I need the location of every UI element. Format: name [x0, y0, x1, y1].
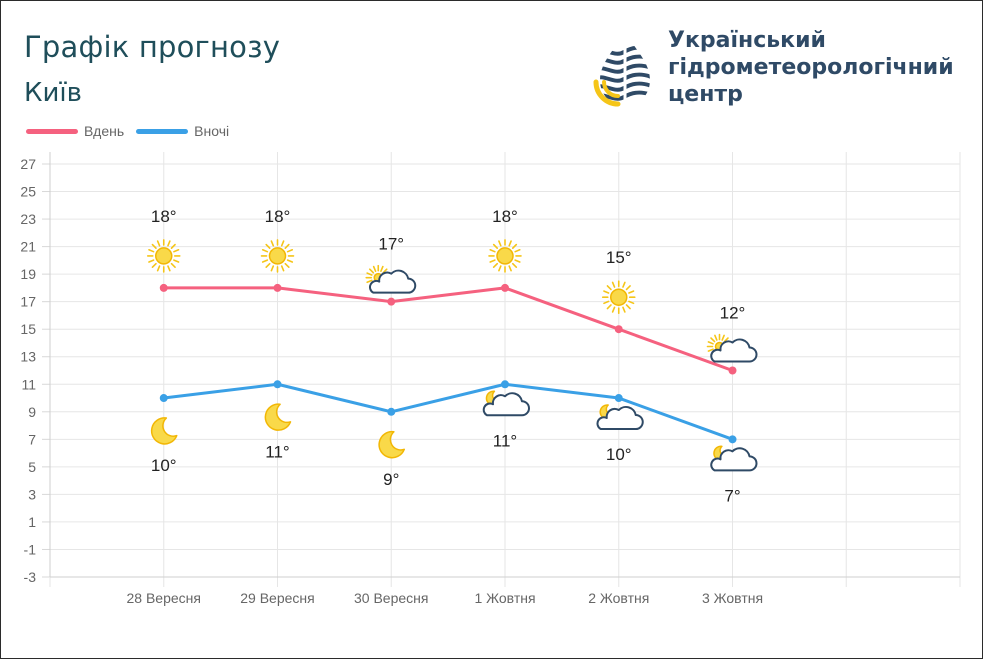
x-tick-label: 3 Жовтня	[702, 590, 763, 606]
org-name: Український гідрометеорологічний центр	[668, 27, 978, 108]
night-point[interactable]	[501, 380, 509, 389]
day-temp-label: 15°	[606, 248, 632, 267]
moon-cloud-icon	[710, 445, 758, 472]
x-tick-label: 2 Жовтня	[588, 590, 649, 606]
legend-swatch-day	[26, 128, 78, 134]
sun-icon	[488, 239, 522, 273]
x-tick-label: 30 Вересня	[354, 590, 428, 606]
y-tick-label: 13	[20, 349, 36, 365]
x-tick-label: 1 Жовтня	[474, 590, 535, 606]
legend-label-night: Вночі	[194, 123, 230, 139]
night-point[interactable]	[159, 394, 168, 403]
day-point[interactable]	[501, 283, 509, 292]
legend-item-night[interactable]: Вночі	[136, 123, 229, 139]
moon-cloud-icon	[596, 404, 644, 431]
org-name-line: Український	[668, 28, 826, 53]
x-tick-label: 29 Вересня	[240, 590, 314, 606]
y-tick-label: -1	[24, 541, 37, 557]
y-tick-label: 27	[20, 156, 36, 172]
day-point[interactable]	[273, 283, 282, 292]
y-tick-label: 21	[20, 239, 36, 255]
night-temp-label: 11°	[493, 431, 517, 450]
sun-icon	[146, 239, 181, 273]
day-temp-label: 18°	[151, 207, 177, 226]
y-tick-label: 17	[20, 294, 36, 310]
day-temp-label: 18°	[265, 207, 291, 226]
y-tick-label: 15	[20, 321, 36, 337]
day-point[interactable]	[728, 366, 737, 375]
sun-icon	[601, 280, 636, 315]
night-temp-label: 11°	[265, 442, 289, 461]
sun-icon	[260, 239, 295, 273]
org-name-line: центр	[668, 82, 743, 107]
y-tick-label: 9	[28, 404, 36, 420]
x-tick-label: 28 Вересня	[127, 590, 201, 606]
y-tick-label: 19	[20, 266, 36, 282]
chart-legend: Вдень Вночі	[26, 122, 241, 140]
city-name: Київ	[24, 78, 82, 108]
partly-cloudy-icon	[365, 264, 417, 294]
y-tick-label: 25	[20, 184, 36, 200]
night-temp-label: 9°	[383, 470, 399, 489]
y-tick-label: -3	[24, 569, 37, 585]
day-temp-label: 18°	[492, 207, 518, 226]
y-tick-label: 5	[28, 459, 36, 475]
day-temp-label: 17°	[378, 235, 404, 254]
night-point[interactable]	[387, 407, 396, 416]
night-temp-label: 7°	[724, 486, 740, 505]
legend-swatch-night	[136, 128, 189, 134]
moon-icon	[378, 430, 405, 459]
y-tick-label: 3	[28, 486, 36, 502]
moon-icon	[264, 403, 292, 431]
moon-icon	[150, 417, 178, 445]
night-point[interactable]	[728, 435, 737, 444]
page-title: Графік прогнозу	[24, 30, 281, 64]
y-tick-label: 1	[28, 514, 36, 530]
y-tick-label: 23	[20, 211, 36, 227]
day-temp-label: 12°	[720, 304, 746, 323]
day-series-line	[163, 286, 734, 372]
night-point[interactable]	[614, 394, 623, 403]
day-point[interactable]	[159, 283, 168, 292]
moon-cloud-icon	[482, 390, 530, 417]
night-point[interactable]	[273, 380, 282, 389]
y-tick-label: 11	[21, 376, 36, 392]
day-point[interactable]	[387, 297, 396, 306]
night-series-line	[163, 382, 734, 441]
night-temp-label: 10°	[151, 456, 177, 475]
legend-label-day: Вдень	[84, 123, 125, 139]
hydromet-logo-icon	[593, 32, 650, 107]
day-point[interactable]	[614, 325, 623, 334]
org-name-line: гідрометеорологічний	[668, 55, 954, 80]
legend-item-day[interactable]: Вдень	[26, 123, 124, 139]
night-temp-label: 10°	[606, 445, 632, 464]
y-tick-label: 7	[28, 431, 36, 447]
partly-cloudy-icon	[706, 333, 758, 363]
